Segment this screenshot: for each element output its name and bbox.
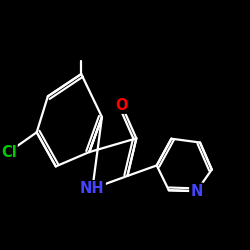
Text: N: N (190, 184, 203, 199)
Text: O: O (116, 98, 128, 113)
Text: NH: NH (80, 181, 105, 196)
Text: Cl: Cl (1, 144, 16, 160)
